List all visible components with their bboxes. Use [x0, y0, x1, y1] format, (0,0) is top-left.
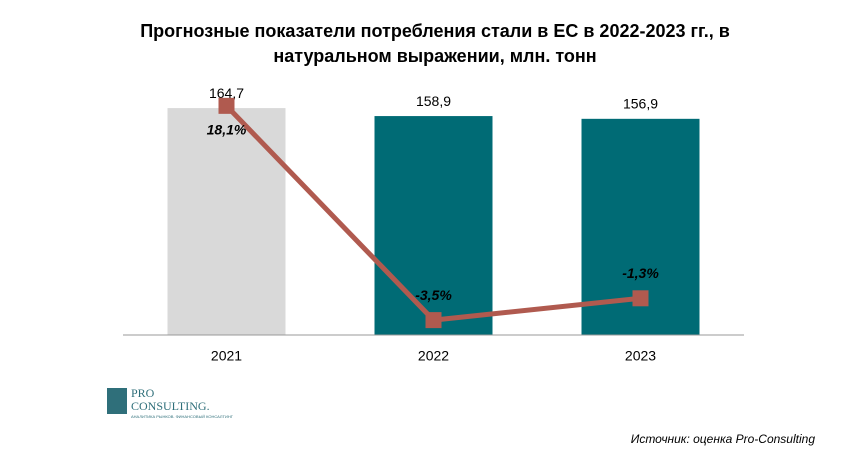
line-marker: [425, 312, 442, 329]
line-label: 18,1%: [207, 122, 247, 138]
logo: PRO CONSULTING. АНАЛИТИКА РЫНКОВ. ФИНАНС…: [107, 386, 234, 419]
logo-icon: [107, 388, 127, 414]
source: Источник: оценка Pro-Consulting: [631, 432, 816, 446]
line-marker: [218, 97, 235, 114]
logo-text: PRO: [131, 386, 155, 400]
bar-label: 158,9: [416, 93, 451, 109]
bar: [167, 108, 286, 335]
chart-title: натуральном выражении, млн. тонн: [273, 46, 596, 66]
line-label: -3,5%: [415, 287, 452, 303]
line-marker: [632, 290, 649, 307]
logo-tagline: АНАЛИТИКА РЫНКОВ. ФИНАНСОВЫЙ КОНСАЛТИНГ: [131, 414, 234, 419]
bar: [374, 116, 493, 336]
bar-label: 156,9: [623, 96, 658, 112]
line-label: -1,3%: [622, 265, 659, 281]
bar-label: 164,7: [209, 85, 244, 101]
x-tick-label: 2021: [211, 348, 242, 364]
logo-text: CONSULTING.: [131, 399, 210, 413]
x-tick-label: 2022: [418, 348, 449, 364]
chart-title: Прогнозные показатели потребления стали …: [140, 21, 730, 41]
x-tick-label: 2023: [625, 348, 656, 364]
